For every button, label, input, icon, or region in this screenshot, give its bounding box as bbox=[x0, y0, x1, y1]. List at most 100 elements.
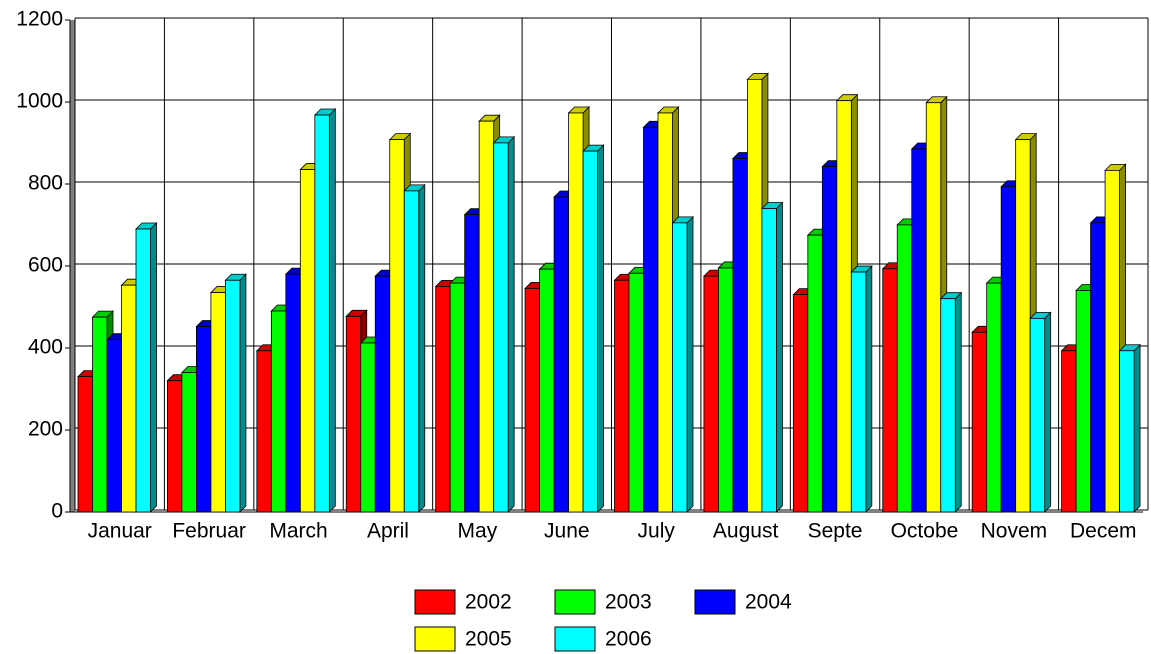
bar bbox=[181, 372, 197, 513]
legend-swatch bbox=[554, 589, 596, 615]
bar bbox=[1000, 186, 1017, 513]
x-tick-label: Januar bbox=[88, 520, 152, 543]
bar-side bbox=[597, 144, 604, 513]
bar bbox=[299, 169, 316, 513]
y-tick-label: 600 bbox=[28, 254, 63, 277]
y-tick-label: 1200 bbox=[16, 8, 63, 31]
bar bbox=[582, 150, 598, 513]
legend-label: 2002 bbox=[465, 591, 512, 614]
bar-side bbox=[954, 291, 962, 513]
bar bbox=[792, 294, 809, 513]
legend-swatch bbox=[554, 626, 596, 652]
bar bbox=[1015, 139, 1031, 513]
bar bbox=[403, 190, 420, 513]
bar bbox=[285, 273, 301, 513]
bar bbox=[539, 268, 555, 513]
bar bbox=[210, 292, 226, 513]
bar bbox=[986, 282, 1002, 513]
legend-swatch bbox=[414, 626, 456, 652]
bar bbox=[732, 158, 748, 513]
bar bbox=[747, 78, 763, 513]
bar bbox=[940, 298, 956, 513]
bar bbox=[314, 114, 330, 513]
bar bbox=[1061, 350, 1077, 513]
bar bbox=[672, 222, 688, 513]
legend-label: 2004 bbox=[745, 591, 792, 614]
x-tick-label: July bbox=[638, 520, 676, 543]
legend-label: 2005 bbox=[465, 628, 512, 651]
bar bbox=[1104, 169, 1120, 513]
bar bbox=[77, 376, 93, 513]
bar bbox=[524, 288, 540, 513]
x-tick-label: Februar bbox=[172, 520, 246, 543]
legend-swatch bbox=[694, 589, 736, 615]
y-tick-label: 400 bbox=[28, 336, 63, 359]
bar bbox=[628, 272, 644, 513]
bar bbox=[896, 224, 913, 513]
bar bbox=[925, 102, 942, 513]
x-tick-label: Decem bbox=[1070, 520, 1137, 543]
bar bbox=[493, 142, 509, 513]
bar bbox=[657, 112, 673, 513]
bar bbox=[850, 271, 867, 513]
x-tick-label: June bbox=[544, 520, 590, 543]
bar bbox=[256, 350, 272, 513]
x-tick-label: August bbox=[713, 520, 779, 543]
x-tick-label: March bbox=[269, 520, 327, 543]
y-tick-label: 800 bbox=[28, 172, 63, 195]
legend-label: 2003 bbox=[605, 591, 652, 614]
bar bbox=[703, 275, 719, 513]
x-tick-label: Novem bbox=[981, 520, 1048, 543]
x-tick-label: Octobe bbox=[891, 520, 959, 543]
bar bbox=[389, 139, 405, 513]
bar bbox=[836, 100, 852, 513]
bar bbox=[821, 166, 838, 513]
bar-side bbox=[150, 222, 157, 513]
bar-side bbox=[1133, 343, 1141, 513]
bar bbox=[911, 148, 927, 513]
bar-side bbox=[1044, 311, 1052, 513]
bar bbox=[374, 275, 391, 513]
bar bbox=[807, 234, 823, 513]
bar-side bbox=[776, 201, 783, 513]
bar bbox=[568, 112, 584, 513]
legend-label: 2006 bbox=[605, 628, 652, 651]
x-tick-label: April bbox=[367, 520, 409, 543]
bar bbox=[360, 342, 376, 513]
bar bbox=[121, 284, 137, 513]
bar bbox=[196, 326, 212, 513]
bar-side bbox=[328, 108, 336, 513]
bar bbox=[92, 316, 108, 513]
bar-side bbox=[686, 215, 694, 513]
axis-wall bbox=[70, 20, 75, 512]
bar bbox=[435, 285, 451, 513]
bar-side bbox=[418, 183, 426, 513]
bar bbox=[761, 208, 777, 513]
y-tick-label: 200 bbox=[28, 418, 63, 441]
bar bbox=[614, 279, 630, 513]
bar-side bbox=[239, 273, 247, 513]
bar bbox=[553, 196, 569, 513]
legend-swatch bbox=[414, 589, 456, 615]
bar bbox=[167, 380, 183, 513]
bar bbox=[345, 315, 362, 513]
bar bbox=[1090, 222, 1106, 513]
bar bbox=[971, 331, 988, 513]
bar bbox=[1029, 317, 1046, 513]
x-tick-label: May bbox=[458, 520, 498, 543]
bar bbox=[882, 268, 898, 513]
bar bbox=[106, 339, 122, 513]
bar bbox=[464, 214, 480, 513]
bar bbox=[270, 310, 287, 513]
bar bbox=[1119, 350, 1135, 513]
bar bbox=[449, 282, 466, 513]
x-tick-label: Septe bbox=[808, 520, 863, 543]
y-tick-label: 1000 bbox=[16, 90, 63, 113]
bar-side bbox=[865, 265, 873, 513]
bar bbox=[478, 120, 495, 513]
bar bbox=[135, 228, 151, 513]
bar-side bbox=[507, 135, 515, 513]
y-tick-label: 0 bbox=[51, 500, 63, 523]
bar bbox=[225, 279, 241, 513]
bar bbox=[643, 126, 659, 513]
